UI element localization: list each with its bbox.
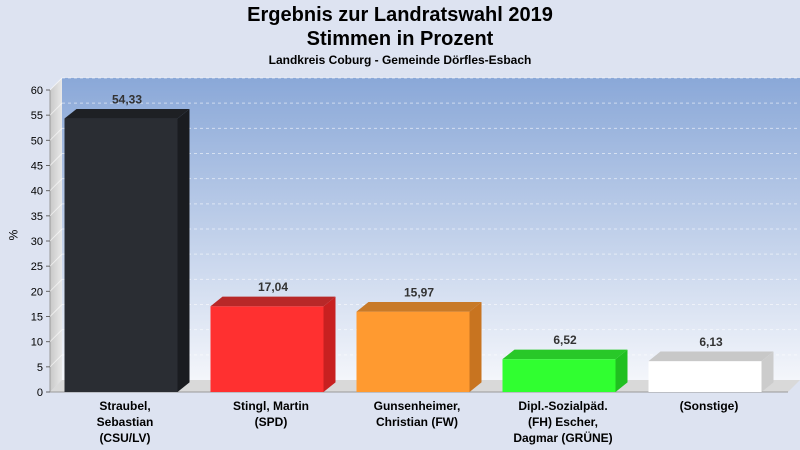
gridline-side bbox=[49, 153, 63, 166]
x-tick-label-line: (SPD) bbox=[254, 415, 288, 429]
bars bbox=[64, 108, 774, 393]
bar-side bbox=[177, 108, 190, 393]
bar-top bbox=[64, 108, 190, 119]
y-tick-label: 15 bbox=[31, 312, 43, 324]
y-tick-label: 20 bbox=[31, 286, 43, 298]
gridline-side bbox=[49, 304, 63, 317]
bar-top bbox=[502, 349, 628, 360]
gridline-side bbox=[49, 127, 63, 141]
y-tick-label: 35 bbox=[31, 211, 43, 223]
x-tick-label: Stingl, Martin (SPD) bbox=[206, 398, 336, 430]
x-tick-label-line: (CSU/LV) bbox=[99, 431, 151, 445]
bar-top bbox=[648, 351, 774, 362]
gridline-side bbox=[49, 203, 63, 217]
gridline-side bbox=[49, 102, 63, 116]
x-tick-label: Gunsenheimer, Christian (FW) bbox=[352, 398, 482, 430]
gridline-side bbox=[49, 329, 63, 343]
bar-side bbox=[469, 302, 482, 392]
data-label: 54,33 bbox=[112, 93, 142, 107]
chart-title: Ergebnis zur Landratswahl 2019 bbox=[247, 4, 553, 26]
y-tick-label: 55 bbox=[31, 110, 43, 122]
x-tick-label-line: Straubel, bbox=[99, 399, 151, 413]
gridline-side bbox=[49, 178, 63, 192]
bar bbox=[648, 361, 762, 392]
bar-side bbox=[615, 349, 628, 392]
bar bbox=[356, 311, 470, 392]
data-label: 15,97 bbox=[404, 286, 434, 300]
bar-top bbox=[356, 302, 482, 312]
x-tick-label-line: (Sonstige) bbox=[679, 399, 739, 413]
gridline-side bbox=[49, 354, 63, 368]
data-label: 17,04 bbox=[258, 280, 288, 294]
data-label: 6,52 bbox=[553, 333, 577, 347]
data-label: 6,13 bbox=[699, 335, 723, 349]
y-tick-label: 30 bbox=[31, 236, 43, 248]
bar bbox=[64, 118, 178, 392]
bar bbox=[210, 306, 324, 392]
y-tick-label: 40 bbox=[31, 186, 43, 198]
x-tick-label-line: (FH) Escher, bbox=[527, 415, 599, 429]
x-tick-label-line: Sebastian bbox=[96, 415, 154, 429]
y-tick-label: 60 bbox=[31, 85, 43, 97]
x-tick-label-line: Christian (FW) bbox=[376, 415, 458, 429]
x-tick-label-line: Dagmar (GRÜNE) bbox=[513, 431, 613, 445]
y-tick-label: 50 bbox=[31, 135, 43, 147]
x-tick-label: Straubel, Sebastian (CSU/LV) bbox=[60, 398, 190, 446]
chart-title-line2: Stimmen in Prozent bbox=[306, 28, 494, 50]
x-tick-label-line: Gunsenheimer, bbox=[373, 399, 461, 413]
gridline-side bbox=[49, 253, 63, 267]
chart-subtitle: Landkreis Coburg - Gemeinde Dörfles-Esba… bbox=[268, 53, 532, 67]
y-tick-label: 0 bbox=[37, 387, 43, 399]
gridline-side bbox=[49, 278, 63, 292]
x-tick-label-line: Stingl, Martin bbox=[233, 399, 309, 413]
bar bbox=[502, 359, 616, 392]
gridline-side bbox=[49, 228, 63, 242]
y-tick-label: 25 bbox=[31, 261, 43, 273]
bar-top bbox=[210, 296, 336, 307]
x-tick-label-line: Dipl.-Sozialpäd. bbox=[518, 399, 608, 413]
y-tick-label: 10 bbox=[31, 337, 43, 349]
bar-side bbox=[761, 351, 774, 392]
y-tick-label: 5 bbox=[37, 362, 43, 374]
value-labels: 54,33 17,04 15,97 6,52 6,13 bbox=[112, 93, 723, 350]
x-tick-label: (Sonstige) bbox=[644, 398, 774, 414]
y-tick-label: 45 bbox=[31, 161, 43, 173]
gridline-side bbox=[49, 77, 63, 91]
bar-side bbox=[323, 296, 336, 392]
x-tick-label: Dipl.-Sozialpäd. (FH) Escher, Dagmar (GRÜN… bbox=[498, 398, 628, 446]
y-axis-ticks: 0 5 10 15 20 25 30 35 40 45 50 55 60 bbox=[31, 85, 50, 399]
